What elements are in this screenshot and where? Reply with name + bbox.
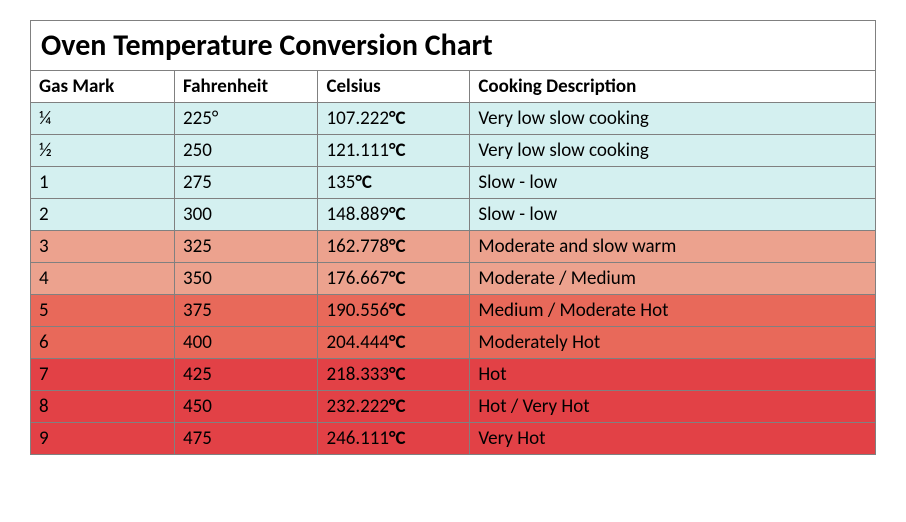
cell-fahrenheit: 425: [174, 359, 317, 391]
celsius-unit: °C: [389, 427, 406, 450]
table-row: 3325162.778°CModerate and slow warm: [31, 231, 875, 263]
column-header: Cooking Description: [470, 71, 875, 103]
cell-fahrenheit: 275: [174, 167, 317, 199]
cell-gas-mark: 8: [31, 391, 174, 423]
cell-celsius: 162.778°C: [318, 231, 470, 263]
cell-celsius: 135°C: [318, 167, 470, 199]
celsius-value: 176.667: [326, 267, 389, 290]
cell-gas-mark: 6: [31, 327, 174, 359]
table-row: 4350176.667°CModerate / Medium: [31, 263, 875, 295]
chart-title: Oven Temperature Conversion Chart: [31, 21, 875, 71]
cell-gas-mark: 2: [31, 199, 174, 231]
table-row: 1275135°CSlow - low: [31, 167, 875, 199]
celsius-value: 107.222: [326, 107, 389, 130]
celsius-unit: °C: [389, 107, 406, 130]
column-header: Celsius: [318, 71, 470, 103]
celsius-value: 204.444: [326, 331, 389, 354]
conversion-chart: Oven Temperature Conversion Chart Gas Ma…: [30, 20, 876, 455]
cell-gas-mark: 4: [31, 263, 174, 295]
table-row: 7425218.333°CHot: [31, 359, 875, 391]
celsius-value: 162.778: [326, 235, 389, 258]
cell-gas-mark: ¼: [31, 103, 174, 135]
cell-celsius: 121.111°C: [318, 135, 470, 167]
cell-gas-mark: 7: [31, 359, 174, 391]
cell-description: Moderately Hot: [470, 327, 875, 359]
celsius-unit: °C: [389, 363, 406, 386]
table-row: ½250121.111°CVery low slow cooking: [31, 135, 875, 167]
cell-celsius: 218.333°C: [318, 359, 470, 391]
cell-fahrenheit: 450: [174, 391, 317, 423]
celsius-unit: °C: [389, 395, 406, 418]
cell-gas-mark: 1: [31, 167, 174, 199]
cell-description: Slow - low: [470, 167, 875, 199]
cell-description: Hot: [470, 359, 875, 391]
cell-gas-mark: 5: [31, 295, 174, 327]
cell-fahrenheit: 475: [174, 423, 317, 455]
cell-description: Slow - low: [470, 199, 875, 231]
celsius-value: 232.222: [326, 395, 389, 418]
cell-celsius: 148.889°C: [318, 199, 470, 231]
celsius-unit: °C: [389, 235, 406, 258]
celsius-unit: °C: [389, 139, 406, 162]
table-row: 8450232.222°CHot / Very Hot: [31, 391, 875, 423]
celsius-value: 246.111: [326, 427, 389, 450]
cell-fahrenheit: 375: [174, 295, 317, 327]
cell-description: Hot / Very Hot: [470, 391, 875, 423]
cell-description: Very Hot: [470, 423, 875, 455]
table-row: 6400204.444°CModerately Hot: [31, 327, 875, 359]
table-row: 9475246.111°CVery Hot: [31, 423, 875, 455]
cell-fahrenheit: 225°: [174, 103, 317, 135]
celsius-unit: °C: [389, 267, 406, 290]
celsius-unit: °C: [389, 331, 406, 354]
cell-celsius: 190.556°C: [318, 295, 470, 327]
cell-description: Moderate and slow warm: [470, 231, 875, 263]
cell-fahrenheit: 400: [174, 327, 317, 359]
cell-celsius: 107.222°C: [318, 103, 470, 135]
cell-gas-mark: ½: [31, 135, 174, 167]
celsius-value: 218.333: [326, 363, 389, 386]
cell-celsius: 246.111°C: [318, 423, 470, 455]
table-header-row: Gas MarkFahrenheitCelsiusCooking Descrip…: [31, 71, 875, 103]
column-header: Gas Mark: [31, 71, 174, 103]
celsius-value: 135: [326, 171, 355, 194]
conversion-table: Gas MarkFahrenheitCelsiusCooking Descrip…: [31, 71, 875, 454]
celsius-unit: °C: [355, 171, 372, 194]
cell-fahrenheit: 350: [174, 263, 317, 295]
cell-fahrenheit: 300: [174, 199, 317, 231]
celsius-value: 148.889: [326, 203, 389, 226]
table-row: 2300148.889°CSlow - low: [31, 199, 875, 231]
cell-description: Moderate / Medium: [470, 263, 875, 295]
cell-description: Very low slow cooking: [470, 103, 875, 135]
cell-gas-mark: 3: [31, 231, 174, 263]
celsius-unit: °C: [389, 299, 406, 322]
cell-fahrenheit: 250: [174, 135, 317, 167]
table-row: ¼225°107.222°CVery low slow cooking: [31, 103, 875, 135]
cell-description: Very low slow cooking: [470, 135, 875, 167]
celsius-value: 190.556: [326, 299, 389, 322]
table-row: 5375190.556°CMedium / Moderate Hot: [31, 295, 875, 327]
cell-celsius: 176.667°C: [318, 263, 470, 295]
cell-celsius: 204.444°C: [318, 327, 470, 359]
cell-celsius: 232.222°C: [318, 391, 470, 423]
cell-fahrenheit: 325: [174, 231, 317, 263]
cell-description: Medium / Moderate Hot: [470, 295, 875, 327]
celsius-value: 121.111: [326, 139, 389, 162]
cell-gas-mark: 9: [31, 423, 174, 455]
celsius-unit: °C: [389, 203, 406, 226]
column-header: Fahrenheit: [174, 71, 317, 103]
